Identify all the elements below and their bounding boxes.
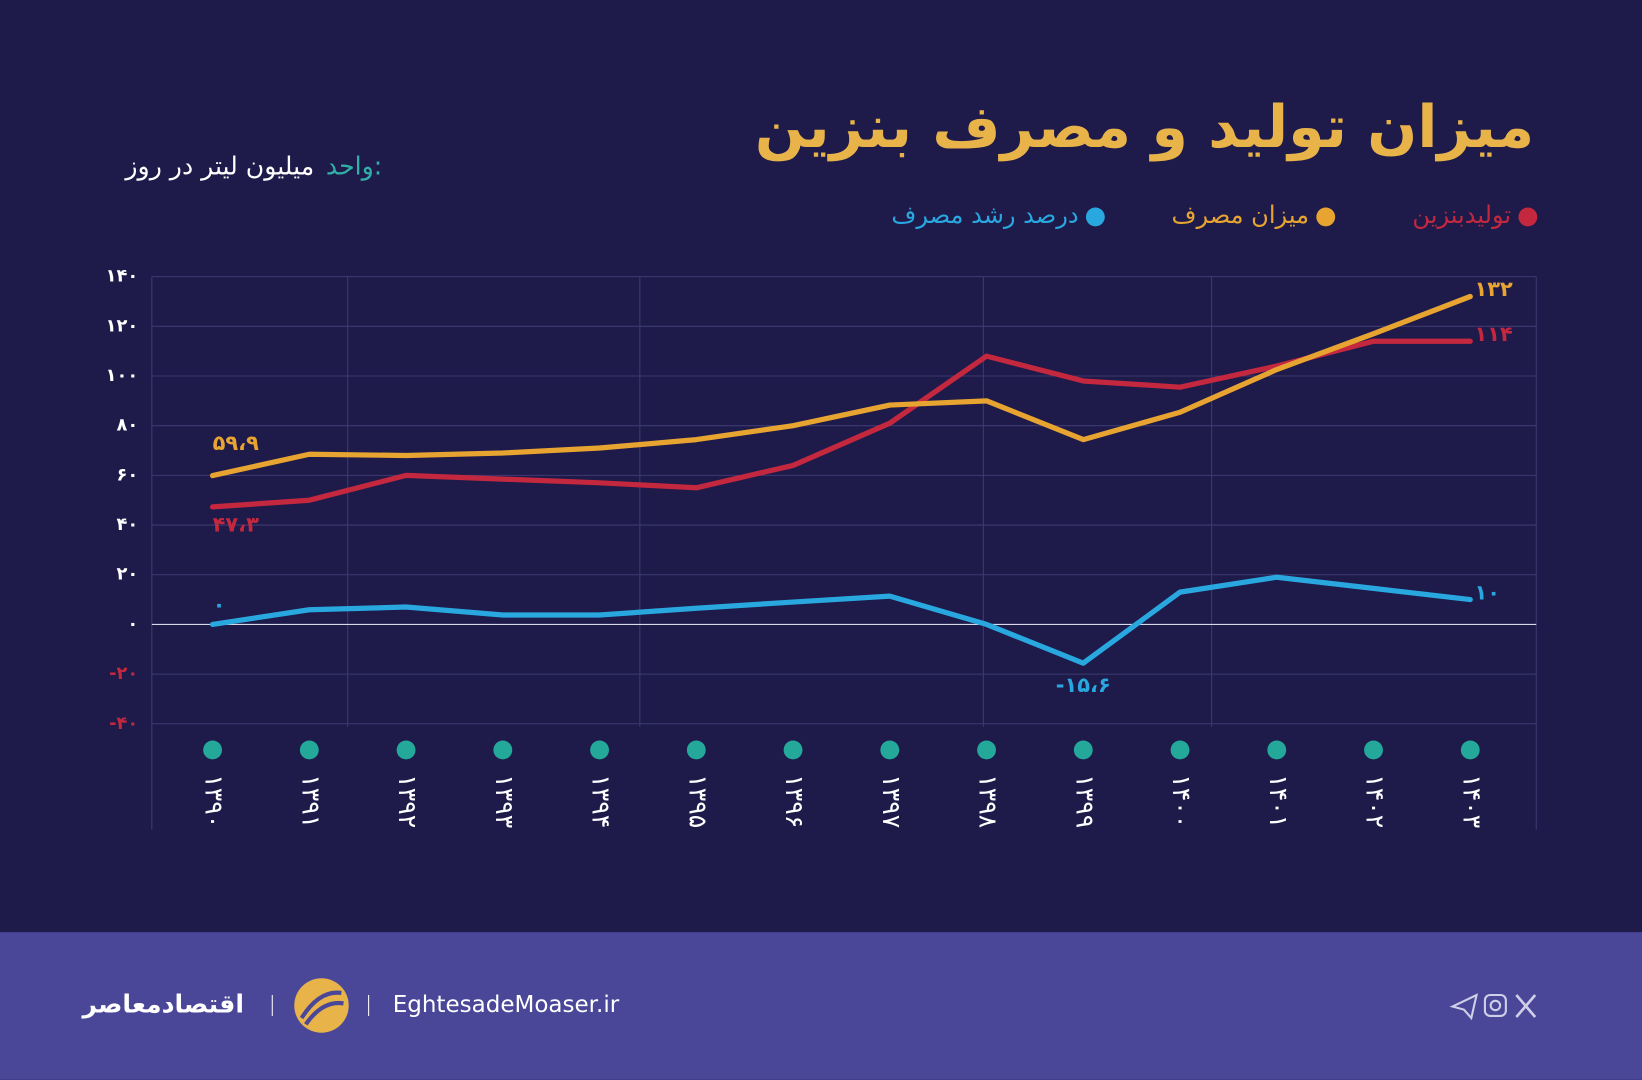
y-tick-label: -۴۰	[109, 713, 138, 734]
x-tick-label: ۱۳۹۹	[1070, 774, 1099, 828]
footer-website[interactable]: EghtesadeMoaser.ir	[393, 992, 620, 1018]
data-label: ۱۳۲	[1474, 277, 1513, 301]
x-tick-label: ۱۴۰۱	[1264, 774, 1293, 828]
x-icon[interactable]	[1515, 994, 1537, 1018]
x-marker	[1170, 740, 1190, 760]
instagram-icon-lens	[1489, 999, 1502, 1012]
instagram-icon[interactable]	[1483, 993, 1507, 1017]
x-marker	[1267, 740, 1287, 760]
data-label: ۰	[213, 593, 226, 617]
x-tick-label: ۱۴۰۰	[1167, 774, 1196, 828]
series-line	[209, 574, 1473, 666]
x-tick-label: ۱۳۹۵	[683, 774, 712, 828]
data-label: ۱۰	[1474, 580, 1500, 604]
unit: میلیون لیتر در روز	[123, 152, 314, 182]
legend-marker	[1316, 207, 1336, 227]
legend-label: تولیدبنزین	[1412, 201, 1511, 229]
x-marker	[203, 740, 223, 760]
x-marker	[1073, 740, 1093, 760]
y-tick-label: ۱۲۰	[106, 315, 139, 336]
chart-title: میزان تولید و مصرف بنزین	[755, 93, 1534, 162]
y-tick-label: ۴۰	[116, 514, 138, 535]
x-marker	[1364, 740, 1383, 760]
x-tick-label: ۱۳۹۸	[974, 774, 1003, 828]
legend-marker	[1085, 207, 1105, 227]
x-marker	[977, 740, 996, 760]
legend-marker	[1518, 207, 1538, 227]
x-marker	[590, 740, 609, 760]
x-tick-label: ۱۳۹۴	[587, 774, 616, 828]
y-tick-label: ۸۰	[116, 415, 138, 436]
data-label: ۴۷،۳	[213, 513, 260, 537]
data-label: ۱۱۴	[1474, 322, 1512, 346]
y-tick-label: ۱۴۰	[106, 266, 139, 287]
data-label: ۵۹،۹	[213, 431, 260, 455]
y-tick-label: ۰	[127, 613, 138, 634]
x-tick-label: ۱۳۹۶	[780, 774, 809, 828]
y-tick-label: ۱۰۰	[106, 365, 139, 386]
x-marker	[880, 740, 900, 760]
legend-label: درصد رشد مصرف	[891, 201, 1078, 229]
x-tick-label: ۱۳۹۳	[490, 774, 519, 828]
x-tick-label: ۱۳۹۲	[393, 774, 422, 828]
legend-label: میزان مصرف	[1171, 201, 1309, 229]
y-tick-label: ۲۰	[116, 564, 138, 585]
data-label: -۱۵،۶	[1056, 673, 1111, 697]
vertical-grid	[151, 276, 1537, 830]
logo	[294, 978, 349, 1033]
x-tick-label: ۱۴۰۳	[1457, 774, 1486, 828]
x-tick-label: ۱۴۰۲	[1361, 774, 1390, 828]
x-marker	[783, 740, 803, 760]
logo-mark	[299, 990, 344, 1026]
x-tick-label: ۱۳۹۷	[877, 774, 906, 828]
x-marker	[493, 740, 513, 760]
x-marker	[686, 740, 706, 760]
x-tick-label: ۱۳۹۱	[296, 774, 325, 828]
footer-band	[0, 932, 1642, 1080]
unit-label: واحد:	[326, 152, 382, 182]
footer-brand: اقتصادمعاصر	[80, 989, 243, 1019]
y-tick-label: ۶۰	[116, 464, 138, 485]
telegram-icon[interactable]	[1449, 993, 1479, 1021]
series-line	[209, 293, 1473, 479]
y-tick-label: -۲۰	[109, 663, 138, 684]
x-marker	[299, 740, 319, 760]
x-tick-label: ۱۳۹۰	[200, 774, 229, 828]
x-marker	[396, 740, 416, 760]
series-line	[209, 338, 1473, 510]
x-marker	[1460, 740, 1480, 760]
